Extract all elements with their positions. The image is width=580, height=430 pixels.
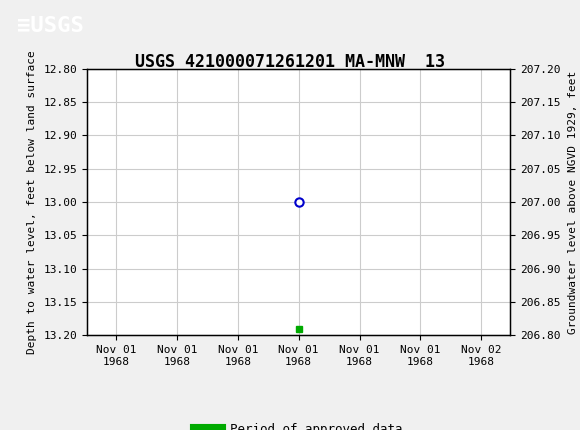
Y-axis label: Depth to water level, feet below land surface: Depth to water level, feet below land su… bbox=[27, 50, 37, 354]
Text: USGS 421000071261201 MA-MNW  13: USGS 421000071261201 MA-MNW 13 bbox=[135, 53, 445, 71]
Y-axis label: Groundwater level above NGVD 1929, feet: Groundwater level above NGVD 1929, feet bbox=[568, 71, 578, 334]
Text: ≡USGS: ≡USGS bbox=[17, 16, 84, 36]
Legend: Period of approved data: Period of approved data bbox=[190, 418, 407, 430]
